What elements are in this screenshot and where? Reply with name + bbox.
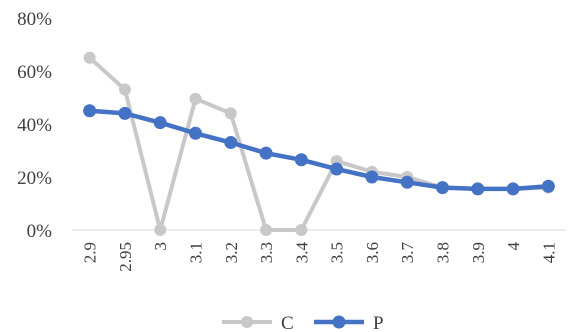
data-point-p <box>118 106 132 120</box>
data-point-p <box>294 153 308 167</box>
x-tick-label: 3 <box>151 242 170 251</box>
y-tick-label: 0% <box>27 221 53 242</box>
y-tick-label: 80% <box>17 9 52 30</box>
x-tick-label: 3.5 <box>328 242 347 263</box>
series-c <box>83 51 555 236</box>
data-point-c <box>295 224 308 236</box>
x-tick-label: 3.6 <box>363 242 382 263</box>
series-layer <box>83 51 555 236</box>
data-point-p <box>83 104 97 118</box>
legend-label: P <box>373 313 384 332</box>
data-point-c <box>83 51 96 64</box>
legend-item-c: C <box>222 313 294 332</box>
data-point-p <box>189 126 202 140</box>
legend-swatch-marker <box>332 315 346 329</box>
data-point-p <box>400 175 414 189</box>
x-tick-label: 2.9 <box>81 242 100 263</box>
data-point-p <box>471 182 485 196</box>
x-tick-label: 2.95 <box>116 242 135 272</box>
y-tick-label: 60% <box>17 62 52 83</box>
x-tick-label: 3.9 <box>469 242 488 263</box>
series-line-c <box>88 56 549 232</box>
data-point-p <box>365 170 379 184</box>
legend-swatch-marker <box>241 316 253 328</box>
x-tick-label: 4 <box>504 242 523 251</box>
x-tick-label: 3.2 <box>222 242 241 263</box>
data-point-c <box>154 224 167 236</box>
data-point-c <box>189 92 202 105</box>
data-point-p <box>330 162 344 176</box>
x-tick-label: 3.1 <box>187 242 206 263</box>
x-axis-tick-labels: 2.9 2.95 3 3.1 3.2 3.3 3.4 3.5 3.6 3.7 3.8 3.9 4 4.1 <box>81 242 559 272</box>
data-point-p <box>541 179 555 193</box>
data-point-c <box>260 224 273 236</box>
y-axis-tick-labels: 0% 20% 40% 60% 80% <box>17 9 52 242</box>
y-tick-label: 40% <box>17 115 52 136</box>
data-point-p <box>436 181 449 195</box>
legend-item-p: P <box>314 313 384 332</box>
data-point-p <box>153 116 167 130</box>
x-tick-label: 3.3 <box>257 242 276 263</box>
x-tick-label: 3.7 <box>398 242 417 264</box>
legend-label: C <box>281 313 294 332</box>
x-tick-label: 3.8 <box>434 242 453 263</box>
data-point-p <box>224 136 238 150</box>
data-point-p <box>259 146 273 160</box>
x-tick-label: 4.1 <box>539 242 558 263</box>
y-tick-label: 20% <box>17 168 52 189</box>
data-point-c <box>118 83 131 96</box>
x-tick-label: 3.4 <box>292 242 311 264</box>
data-point-p <box>506 182 520 196</box>
series-p <box>83 104 555 196</box>
data-point-c <box>224 107 237 120</box>
